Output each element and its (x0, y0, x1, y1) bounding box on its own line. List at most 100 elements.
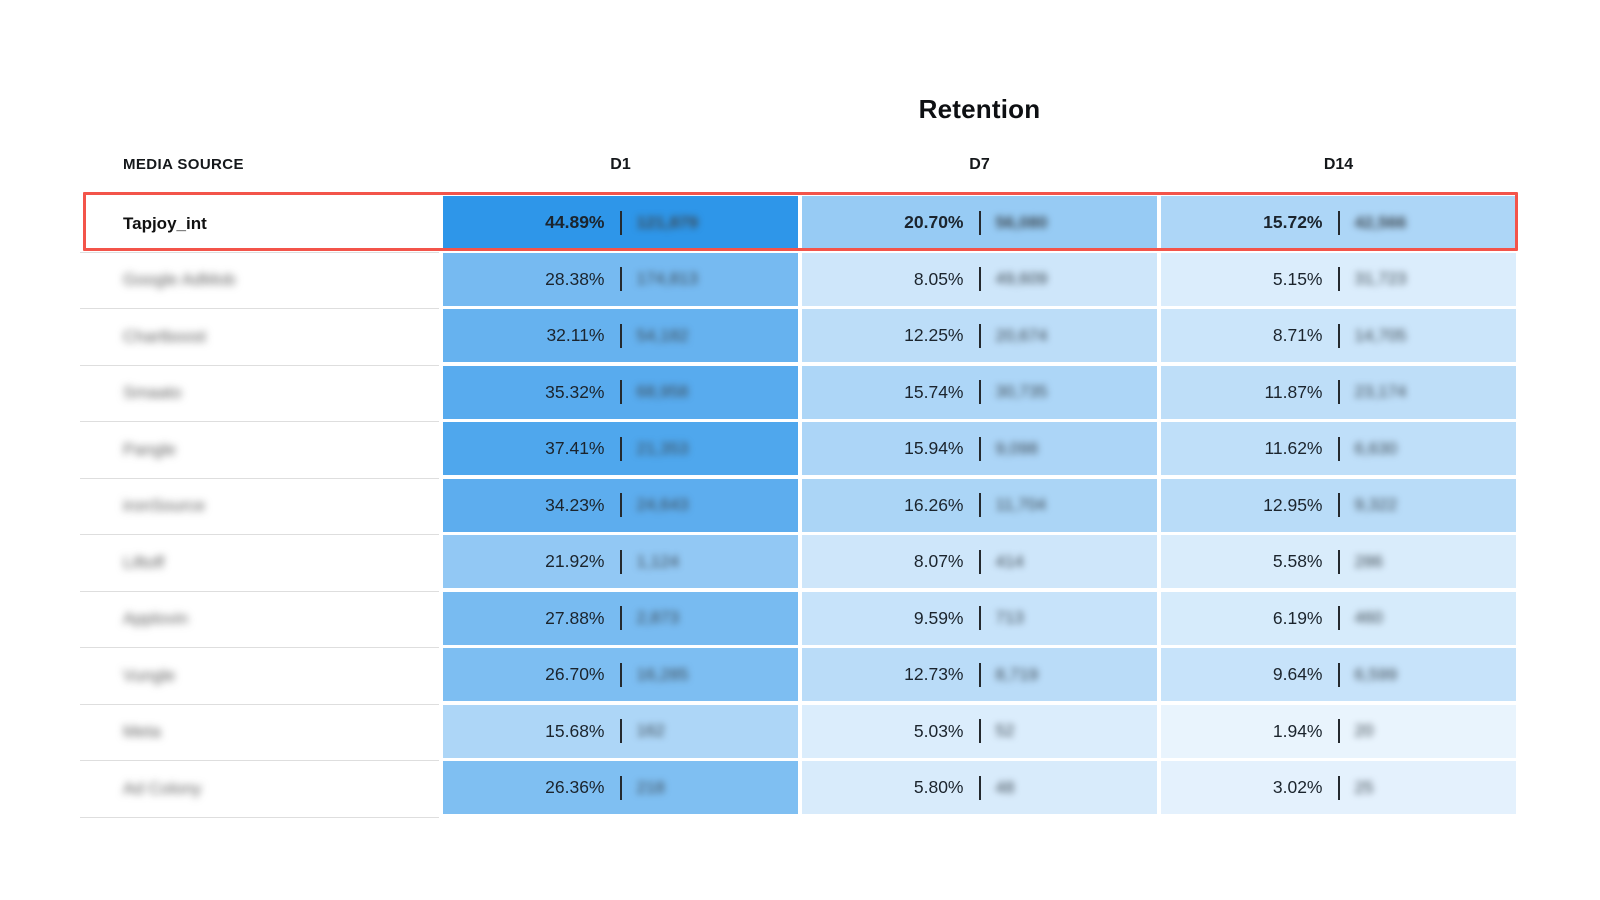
column-header-media-source: MEDIA SOURCE (123, 156, 244, 173)
retention-cell[interactable]: 5.03% 52 (802, 704, 1157, 758)
retention-cell[interactable]: 1.94% 20 (1161, 704, 1516, 758)
cell-divider (978, 210, 981, 235)
media-source-label: Liftoff (123, 552, 165, 572)
retention-count: 9,098 (995, 438, 1039, 458)
cell-divider (1337, 210, 1340, 235)
retention-cell[interactable]: 15.72% 42,566 (1161, 196, 1516, 249)
cell-divider (1337, 380, 1340, 404)
retention-count: 68,958 (636, 382, 689, 401)
retention-cell[interactable]: 21.92% 1,124 (443, 535, 798, 588)
cell-divider (619, 606, 622, 630)
cell-divider (978, 323, 981, 348)
retention-cell[interactable]: 8.05% 49,609 (802, 252, 1157, 306)
retention-cell[interactable]: 28.38% 174,813 (443, 252, 798, 306)
media-source-label: Pangle (123, 439, 176, 459)
media-source-cell[interactable]: Vungle (80, 648, 439, 705)
media-source-cell[interactable]: Applovin (80, 591, 439, 648)
cell-divider (978, 662, 981, 687)
media-source-cell[interactable]: Chartboost (80, 309, 439, 366)
retention-percent: 26.36% (545, 777, 605, 797)
retention-count: 14,705 (1354, 325, 1407, 345)
retention-count: 20,674 (995, 325, 1048, 345)
retention-percent: 15.68% (545, 720, 605, 741)
media-source-cell[interactable]: Pangle (80, 422, 439, 479)
retention-cell[interactable]: 9.59% 713 (802, 591, 1157, 645)
media-source-cell[interactable]: Smaato (80, 365, 439, 422)
cell-divider (978, 775, 981, 800)
retention-percent: 9.59% (913, 607, 964, 628)
retention-cell[interactable]: 8.07% 414 (802, 535, 1157, 588)
cell-divider (1337, 606, 1340, 630)
retention-cell[interactable]: 26.36% 218 (443, 761, 798, 814)
media-source-cell[interactable]: Liftoff (80, 535, 439, 592)
retention-cell[interactable]: 11.62% 6,630 (1161, 422, 1516, 475)
retention-cell[interactable]: 27.88% 2,873 (443, 591, 798, 645)
retention-cell[interactable]: 15.74% 30,735 (802, 365, 1157, 419)
retention-widget: Retention MEDIA SOURCE D1 D7 D14 Tapjoy_… (80, 0, 1518, 818)
cell-divider (1337, 662, 1340, 687)
table-header-row: MEDIA SOURCE D1 D7 D14 (80, 154, 1516, 176)
retention-cell[interactable]: 15.94% 9,098 (802, 422, 1157, 475)
cell-divider (619, 493, 622, 517)
retention-cell[interactable]: 37.41% 21,353 (443, 422, 798, 475)
media-source-label: Smaato (123, 383, 182, 403)
retention-percent: 20.70% (904, 212, 964, 232)
retention-percent: 15.72% (1263, 212, 1323, 232)
media-source-label: Tapjoy_int (123, 213, 207, 233)
retention-percent: 8.05% (913, 268, 964, 289)
column-header-d1: D1 (610, 156, 631, 173)
retention-cell[interactable]: 34.23% 24,643 (443, 478, 798, 532)
retention-percent: 27.88% (545, 607, 605, 628)
retention-cell[interactable]: 15.68% 162 (443, 704, 798, 758)
column-header-d14: D14 (1323, 156, 1354, 173)
retention-count: 16,285 (636, 664, 689, 684)
retention-cell[interactable]: 6.19% 460 (1161, 591, 1516, 645)
retention-cell[interactable]: 26.70% 16,285 (443, 648, 798, 701)
retention-cell[interactable]: 9.64% 6,599 (1161, 648, 1516, 701)
media-source-cell[interactable]: Ad Colony (80, 761, 439, 818)
retention-cell[interactable]: 5.15% 31,723 (1161, 252, 1516, 306)
retention-percent: 8.71% (1272, 325, 1323, 345)
cell-divider (619, 436, 622, 461)
retention-cell[interactable]: 5.80% 48 (802, 761, 1157, 814)
retention-percent: 12.25% (904, 325, 964, 345)
media-source-column: Tapjoy_int Google AdMob Chartboost Smaato Pa… (80, 196, 439, 818)
retention-count: 30,735 (995, 382, 1048, 401)
media-source-cell[interactable]: Tapjoy_int (80, 196, 439, 253)
retention-count: 2,873 (636, 608, 680, 627)
retention-cell[interactable]: 11.87% 23,174 (1161, 365, 1516, 419)
retention-percent: 12.95% (1263, 494, 1323, 515)
retention-cell[interactable]: 44.89% 121,879 (443, 196, 798, 249)
retention-cell[interactable]: 5.58% 286 (1161, 535, 1516, 588)
retention-cell[interactable]: 8.71% 14,705 (1161, 309, 1516, 362)
retention-cell[interactable]: 3.02% 25 (1161, 761, 1516, 814)
cell-divider (1337, 436, 1340, 461)
media-source-cell[interactable]: ironSource (80, 478, 439, 535)
retention-percent: 3.02% (1272, 777, 1323, 797)
retention-count: 218 (636, 777, 665, 797)
retention-percent: 11.62% (1264, 438, 1323, 458)
retention-cell[interactable]: 20.70% 56,080 (802, 196, 1157, 249)
retention-count: 6,599 (1354, 664, 1398, 684)
cell-divider (978, 719, 981, 743)
media-source-label: Ad Colony (123, 778, 202, 798)
retention-count: 414 (995, 551, 1024, 571)
retention-percent: 26.70% (545, 664, 605, 684)
retention-cell[interactable]: 32.11% 54,182 (443, 309, 798, 362)
retention-count: 56,080 (995, 212, 1048, 232)
media-source-cell[interactable]: Google AdMob (80, 252, 439, 309)
retention-cell[interactable]: 12.95% 9,322 (1161, 478, 1516, 532)
retention-cell[interactable]: 12.73% 8,719 (802, 648, 1157, 701)
retention-count: 42,566 (1354, 212, 1407, 232)
media-source-label: Google AdMob (123, 270, 236, 290)
retention-cell[interactable]: 12.25% 20,674 (802, 309, 1157, 362)
retention-count: 11,704 (995, 495, 1047, 514)
retention-cell[interactable]: 16.26% 11,704 (802, 478, 1157, 532)
media-source-label: Applovin (123, 609, 189, 629)
retention-cell[interactable]: 35.32% 68,958 (443, 365, 798, 419)
retention-count: 713 (995, 608, 1024, 627)
retention-percent: 35.32% (545, 381, 605, 402)
media-source-cell[interactable]: Meta (80, 704, 439, 761)
retention-percent: 16.26% (904, 494, 964, 515)
retention-percent: 5.80% (913, 777, 964, 797)
